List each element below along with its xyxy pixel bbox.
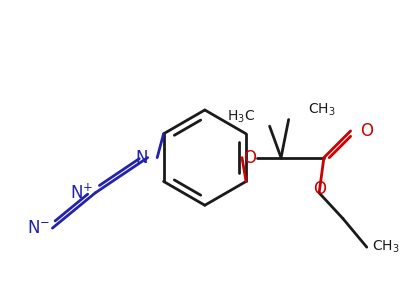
- Text: H$_3$C: H$_3$C: [227, 109, 255, 125]
- Text: CH$_3$: CH$_3$: [308, 102, 335, 118]
- Text: O: O: [313, 180, 326, 198]
- Text: CH$_3$: CH$_3$: [372, 239, 399, 255]
- Text: N: N: [135, 148, 148, 166]
- Text: O: O: [243, 148, 256, 166]
- Text: N$^{+}$: N$^{+}$: [70, 183, 93, 202]
- Text: N$^{-}$: N$^{-}$: [27, 219, 50, 237]
- Text: O: O: [360, 122, 373, 140]
